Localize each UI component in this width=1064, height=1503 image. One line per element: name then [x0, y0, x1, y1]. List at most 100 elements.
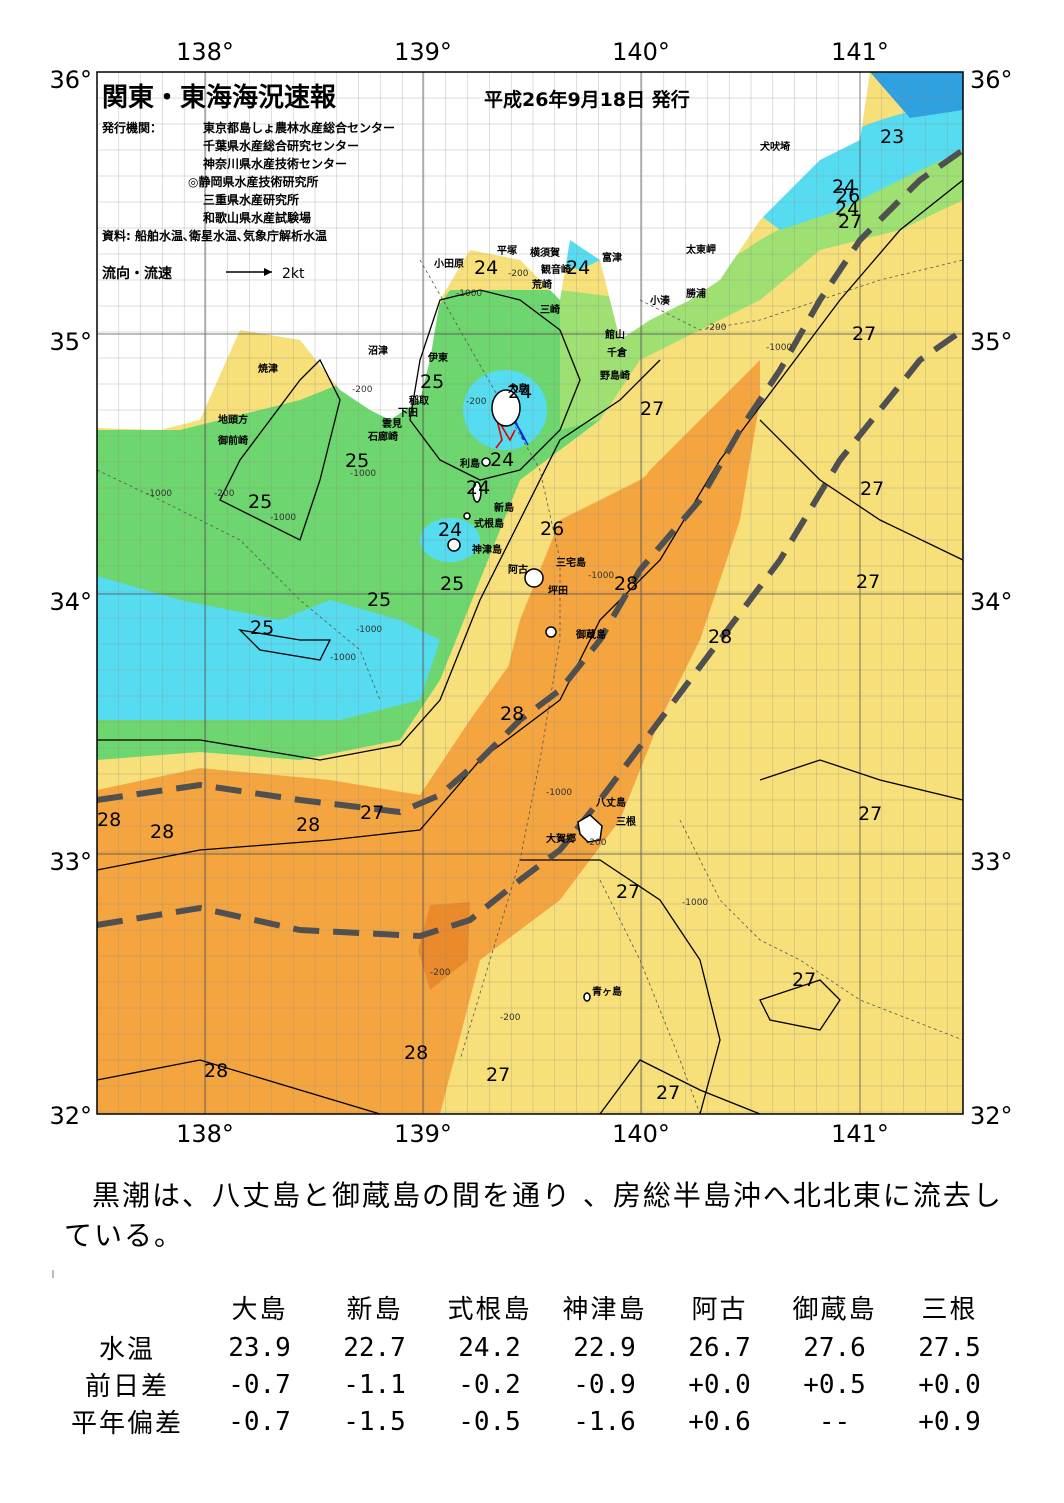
place-name: 雲見 [382, 418, 402, 430]
place-name: 大賀郷 [546, 832, 576, 845]
depth-label: -1000 [682, 898, 708, 908]
depth-label: -200 [500, 1013, 521, 1023]
depth-label: -1000 [588, 571, 614, 581]
issuer: ◎静岡県水産技術研究所 [188, 174, 318, 189]
place-name: 阿古 [508, 563, 528, 576]
cold-water-zone [740, 96, 963, 230]
isotherm-label: 28 [296, 814, 320, 836]
table-cell: -- [818, 1406, 851, 1437]
isotherm-label: 24 [508, 381, 532, 403]
lat-labels-right: 36° 35° 34° 33° 32° [970, 66, 1013, 1130]
isotherm-label: 27 [838, 211, 862, 233]
place-name: 千倉 [607, 346, 628, 359]
flow-legend-label: 流向・流速 [102, 265, 172, 282]
isotherms [96, 179, 964, 1115]
station-temperature-table: 大島 新島 式根島 神津島 阿古 御蔵島 三根 水温 23.9 22.7 24.… [52, 1285, 1007, 1440]
place-name: 利島 [460, 457, 480, 470]
depth-label: -1000 [330, 653, 356, 663]
isotherm-label: 24 [566, 257, 590, 279]
column-header: 新島 [346, 1294, 403, 1325]
isotherm-label: 27 [486, 1064, 510, 1086]
lat-label: 36° [49, 66, 92, 94]
land [97, 72, 870, 430]
table-cell: +0.0 [688, 1369, 751, 1400]
table-cell: 22.7 [343, 1332, 406, 1363]
column-header: 三根 [921, 1294, 978, 1325]
isotherm-labels: 2324242424242424242525252525252626272727… [97, 126, 904, 1104]
lat-label: 32° [49, 1102, 92, 1130]
table-row: 前日差 -0.7 -1.1 -0.2 -0.9 +0.0 +0.5 +0.0 [52, 1366, 1007, 1403]
table-cell: -0.7 [228, 1406, 291, 1437]
depth-label: -1000 [146, 489, 172, 499]
depth-label: -1000 [350, 469, 376, 479]
place-name: 野島崎 [600, 369, 630, 382]
table-cell: -0.2 [458, 1369, 521, 1400]
divider [52, 1270, 54, 1278]
place-name: 沼津 [368, 344, 388, 357]
place-name: 神津島 [472, 543, 502, 556]
isotherm-label: 28 [97, 809, 121, 831]
isotherm-label: 26 [540, 518, 564, 540]
island-aogashima [583, 992, 591, 1002]
place-name: 下田 [398, 407, 418, 419]
place-name: 荒崎 [531, 278, 552, 291]
isotherm-label: 28 [614, 573, 638, 595]
kuroshio-axis [96, 147, 965, 940]
table-cell: -1.5 [343, 1406, 406, 1437]
column-header: 御蔵島 [792, 1294, 877, 1325]
depth-label: -1000 [356, 625, 382, 635]
isotherm-label: 28 [708, 626, 732, 648]
issuer: 東京都島しょ農林水産総合センター [203, 120, 395, 135]
summary-caption: 黒潮は、八丈島と御蔵島の間を通り 、房総半島沖へ北北東に流去し ている。 [64, 1176, 1024, 1256]
table-cell: +0.6 [688, 1406, 751, 1437]
lat-label: 35° [49, 328, 92, 356]
place-name: 御前崎 [217, 434, 248, 447]
place-name: 坪田 [548, 584, 568, 597]
lat-label: 34° [49, 588, 92, 616]
place-name: 富津 [602, 251, 622, 264]
island-shikinejima [463, 512, 471, 520]
cold-water-zone [97, 576, 440, 720]
table-header-row: 大島 新島 式根島 神津島 阿古 御蔵島 三根 [52, 1285, 1007, 1329]
lat-label: 36° [970, 66, 1013, 94]
place-name: 勝浦 [686, 287, 706, 300]
lon-label: 140° [612, 38, 670, 66]
place-name: 太東岬 [685, 243, 716, 256]
isotherm-label: 27 [860, 478, 884, 500]
island-kozushima [447, 538, 461, 552]
lat-label: 33° [49, 848, 92, 876]
islands [447, 389, 603, 1002]
row-label: 前日差 [84, 1372, 169, 1402]
sea-temperature-map: 138° 139° 140° 141° 138° 139° 140° 141° … [49, 38, 1013, 1148]
place-name: 焼津 [258, 362, 278, 375]
isotherm-label: 24 [490, 449, 514, 471]
place-name: 三宅島 [556, 556, 586, 569]
lat-label: 35° [970, 328, 1013, 356]
island-niijima [472, 481, 482, 503]
kuroshio-core-zone [97, 360, 760, 1114]
place-name: 観音崎 [541, 263, 571, 276]
table-cell: 22.9 [573, 1332, 636, 1363]
lon-label: 139° [394, 38, 452, 66]
depth-labels: -200 -200 -200 -200 -200 -200 -1000 -1000 -1000 -… [146, 269, 792, 1023]
table-cell: -1.1 [343, 1369, 406, 1400]
depth-contours [96, 259, 964, 1115]
flow-legend-value: 2kt [282, 266, 305, 282]
depth-label: -1000 [546, 788, 572, 798]
table-row: 水温 23.9 22.7 24.2 22.9 26.7 27.6 27.5 [52, 1329, 1007, 1366]
map-header: 関東・東海海況速報 平成26年9月18日 発行 発行機関： 東京都島しょ農林水産… [101, 83, 690, 282]
place-name: 犬吠埼 [760, 140, 790, 153]
depth-label: -200 [466, 397, 487, 407]
island-oshima [491, 389, 521, 427]
lon-label: 141° [831, 1120, 889, 1148]
place-name: 三根 [616, 815, 636, 828]
place-name: 伊東 [427, 351, 448, 364]
place-name: 御蔵島 [575, 628, 606, 641]
isotherm-label: 25 [248, 491, 272, 513]
table-cell: +0.9 [918, 1406, 981, 1437]
column-header: 式根島 [447, 1294, 532, 1325]
lat-label: 34° [970, 588, 1013, 616]
lon-label: 138° [176, 38, 234, 66]
cold-water-zone [870, 72, 963, 118]
isotherm-label: 28 [500, 703, 524, 725]
